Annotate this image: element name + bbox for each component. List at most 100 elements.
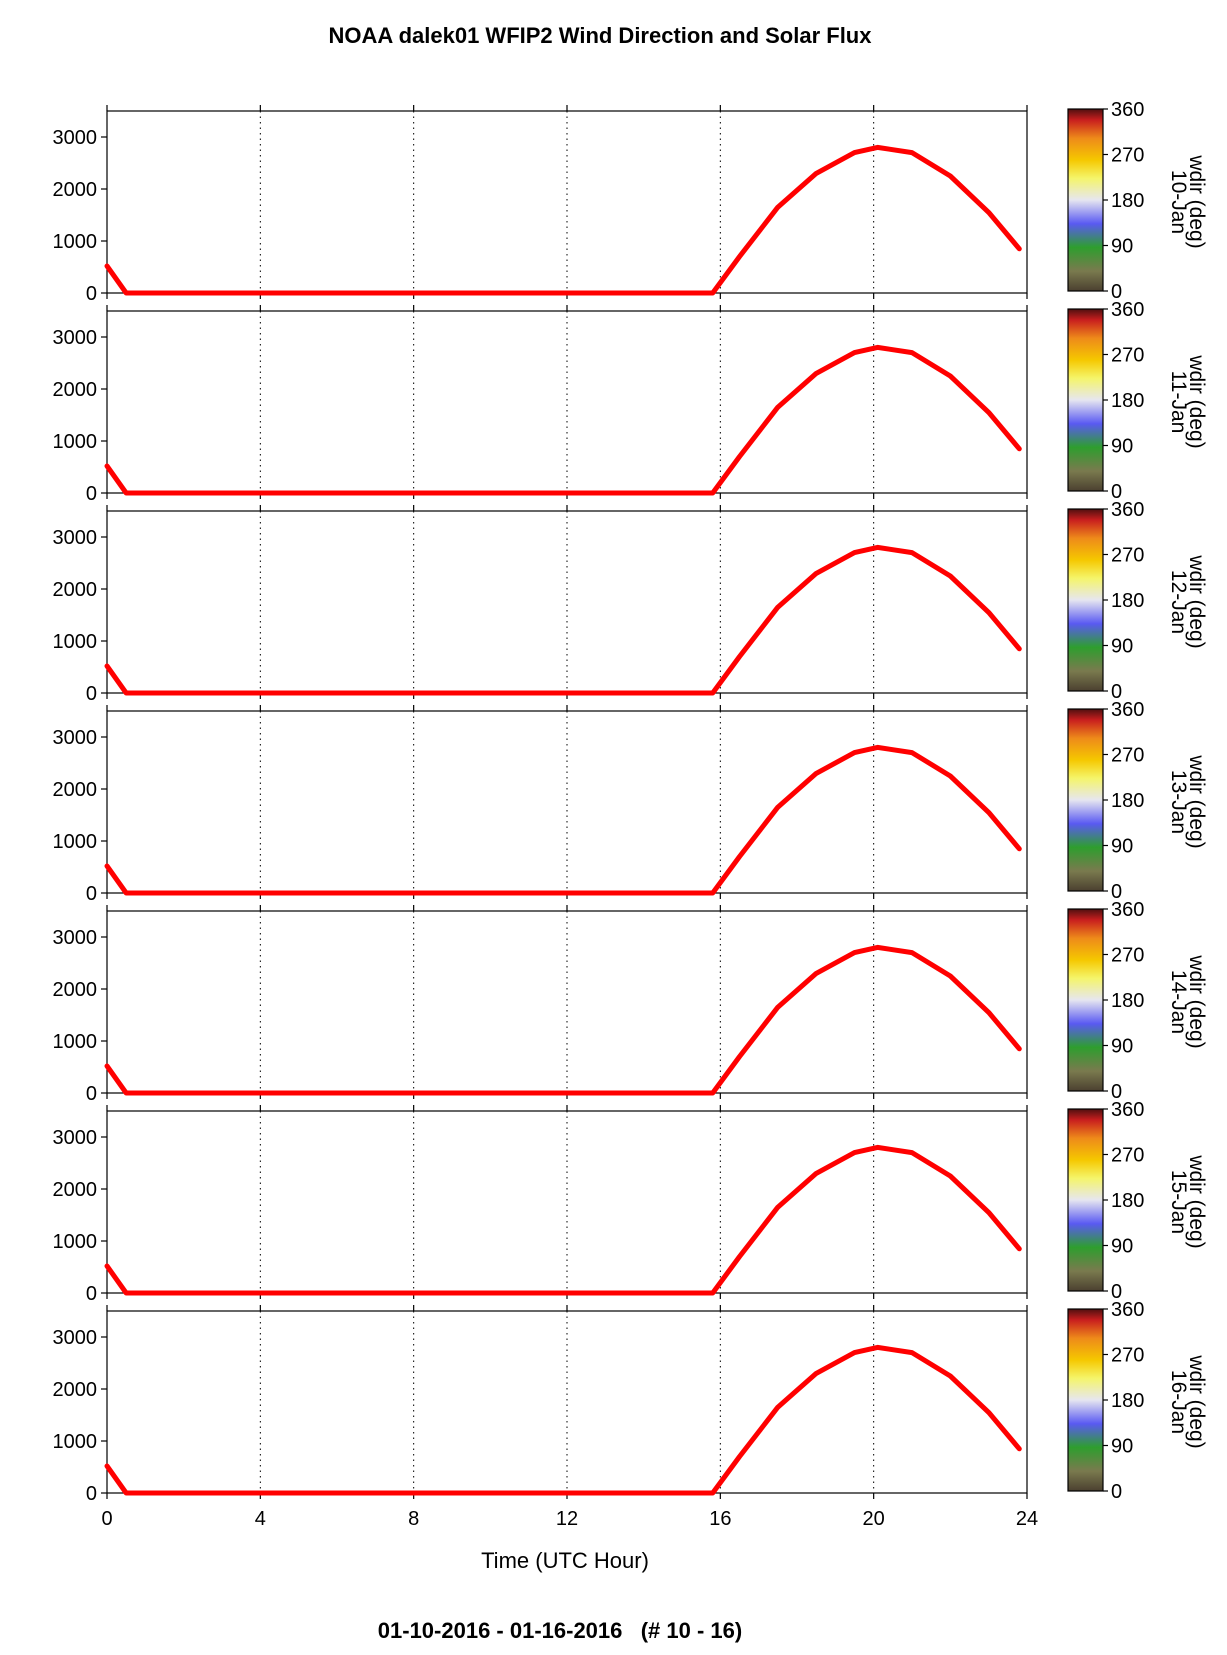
y-tick-label: 3000 <box>53 527 98 549</box>
colorbar-tick-label: 270 <box>1111 345 1144 367</box>
x-tick-label: 8 <box>408 1508 419 1530</box>
x-tick-label: 20 <box>863 1508 885 1530</box>
x-tick-label: 12 <box>556 1508 578 1530</box>
colorbar-tick-label: 180 <box>1111 790 1144 812</box>
x-tick-label: 24 <box>1016 1508 1038 1530</box>
y-tick-label: 2000 <box>53 179 98 201</box>
colorbar-tick-label: 360 <box>1111 899 1144 921</box>
colorbar-tick-label: 90 <box>1111 436 1133 458</box>
colorbar-tick-label: 270 <box>1111 1345 1144 1367</box>
panel-date-label: 11-Jan <box>1167 371 1190 434</box>
panel-date-label: 12-Jan <box>1167 570 1190 634</box>
colorbar: 0 90 180 270 360 wdir (deg)11-Jan <box>1067 299 1208 503</box>
colorbar: 0 90 180 270 360 wdir (deg)12-Jan <box>1067 499 1208 703</box>
y-tick-label: 1000 <box>53 231 98 253</box>
colorbar-tick-label: 90 <box>1111 1236 1133 1258</box>
colorbar-tick-label: 180 <box>1111 990 1144 1012</box>
colorbar-gradient <box>1067 108 1104 292</box>
y-tick-label: 3000 <box>53 1127 98 1149</box>
colorbar-gradient <box>1067 1108 1104 1292</box>
colorbar-label-group: wdir (deg)16-Jan <box>1167 1354 1208 1448</box>
plot-area <box>106 1310 1028 1494</box>
y-tick-label: 0 <box>86 1083 97 1105</box>
colorbar-label-group: wdir (deg)13-Jan <box>1167 754 1208 848</box>
y-tick-label: 0 <box>86 1283 97 1305</box>
y-tick-label: 1000 <box>53 1231 98 1253</box>
y-tick-label: 2000 <box>53 979 98 1001</box>
y-tick-label: 1000 <box>53 831 98 853</box>
colorbar-tick-label: 180 <box>1111 1190 1144 1212</box>
colorbar-tick-label: 0 <box>1111 1081 1122 1103</box>
solar-flux-line <box>104 144 1022 296</box>
footer-date-range: 01-10-2016 - 01-16-2016 (# 10 - 16) <box>378 1618 742 1643</box>
colorbar-tick-label: 180 <box>1111 1390 1144 1412</box>
solar-flux-line <box>104 1344 1022 1496</box>
plot-area <box>106 110 1028 294</box>
colorbar-gradient <box>1067 708 1104 892</box>
panel-11-Jan: 0 1000 2000 3000 0 90 180 270 360 wdir (deg)11-Ja… <box>53 299 1209 505</box>
x-axis: 0 4 8 12 16 20 24 <box>101 1508 1038 1530</box>
y-tick-label: 1000 <box>53 1431 98 1453</box>
panel-date-label: 15-Jan <box>1167 1170 1190 1234</box>
colorbar-label-group: wdir (deg)11-Jan <box>1167 354 1208 448</box>
y-tick-label: 2000 <box>53 779 98 801</box>
colorbar-label-group: wdir (deg)12-Jan <box>1167 554 1208 648</box>
solar-flux-line <box>104 1144 1022 1296</box>
y-tick-label: 3000 <box>53 127 98 149</box>
solar-flux-line <box>104 944 1022 1096</box>
colorbar-tick-label: 0 <box>1111 681 1122 703</box>
colorbar-tick-label: 360 <box>1111 1299 1144 1321</box>
colorbar-tick-label: 0 <box>1111 481 1122 503</box>
panel-date-label: 10-Jan <box>1167 170 1190 234</box>
colorbar-label-group: wdir (deg)10-Jan <box>1167 154 1208 248</box>
y-tick-label: 3000 <box>53 927 98 949</box>
panel-13-Jan: 0 1000 2000 3000 0 90 180 270 360 wdir (deg)13-Ja… <box>53 699 1209 905</box>
colorbar-tick-label: 90 <box>1111 636 1133 658</box>
plot-area <box>106 910 1028 1094</box>
y-tick-label: 3000 <box>53 727 98 749</box>
colorbar-tick-label: 0 <box>1111 281 1122 303</box>
colorbar-tick-label: 0 <box>1111 881 1122 903</box>
plot-area <box>106 1110 1028 1294</box>
panel-12-Jan: 0 1000 2000 3000 0 90 180 270 360 wdir (deg)12-Ja… <box>53 499 1209 705</box>
y-tick-label: 0 <box>86 883 97 905</box>
y-tick-label: 0 <box>86 1483 97 1505</box>
solar-flux-line <box>104 544 1022 696</box>
y-tick-label: 3000 <box>53 1327 98 1349</box>
colorbar-tick-label: 360 <box>1111 699 1144 721</box>
colorbar-gradient <box>1067 908 1104 1092</box>
colorbar: 0 90 180 270 360 wdir (deg)10-Jan <box>1067 99 1208 303</box>
colorbar-label-group: wdir (deg)15-Jan <box>1167 1154 1208 1248</box>
x-tick-label: 4 <box>255 1508 266 1530</box>
panel-date-label: 14-Jan <box>1167 970 1190 1034</box>
y-tick-label: 3000 <box>53 327 98 349</box>
colorbar-label: wdir (deg) <box>1185 954 1208 1048</box>
panel-16-Jan: 0 1000 2000 3000 0 90 180 270 360 wdir (deg)16-Ja… <box>53 1299 1209 1505</box>
colorbar-tick-label: 90 <box>1111 1436 1133 1458</box>
colorbar: 0 90 180 270 360 wdir (deg)16-Jan <box>1067 1299 1208 1503</box>
y-tick-label: 2000 <box>53 579 98 601</box>
colorbar: 0 90 180 270 360 wdir (deg)15-Jan <box>1067 1099 1208 1303</box>
panel-date-label: 16-Jan <box>1167 1370 1190 1434</box>
colorbar-tick-label: 270 <box>1111 545 1144 567</box>
panel-15-Jan: 0 1000 2000 3000 0 90 180 270 360 wdir (deg)15-Ja… <box>53 1099 1209 1305</box>
colorbar-tick-label: 270 <box>1111 945 1144 967</box>
colorbar-label: wdir (deg) <box>1185 1354 1208 1448</box>
colorbar-tick-label: 90 <box>1111 836 1133 858</box>
colorbar-tick-label: 270 <box>1111 745 1144 767</box>
y-tick-label: 2000 <box>53 1179 98 1201</box>
colorbar-gradient <box>1067 1308 1104 1492</box>
y-tick-label: 0 <box>86 483 97 505</box>
colorbar-tick-label: 0 <box>1111 1481 1122 1503</box>
chart-title: NOAA dalek01 WFIP2 Wind Direction and So… <box>329 23 873 48</box>
x-axis-label: Time (UTC Hour) <box>481 1548 649 1573</box>
colorbar-gradient <box>1067 508 1104 692</box>
panel-10-Jan: 0 1000 2000 3000 0 90 180 270 360 wdir (deg)10-Ja… <box>53 99 1209 305</box>
colorbar-tick-label: 360 <box>1111 499 1144 521</box>
y-tick-label: 0 <box>86 683 97 705</box>
y-tick-label: 1000 <box>53 431 98 453</box>
colorbar-gradient <box>1067 308 1104 492</box>
solar-flux-line <box>104 344 1022 496</box>
x-tick-label: 16 <box>709 1508 731 1530</box>
